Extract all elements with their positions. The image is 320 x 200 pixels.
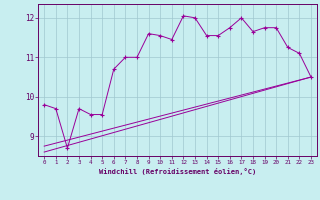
- X-axis label: Windchill (Refroidissement éolien,°C): Windchill (Refroidissement éolien,°C): [99, 168, 256, 175]
